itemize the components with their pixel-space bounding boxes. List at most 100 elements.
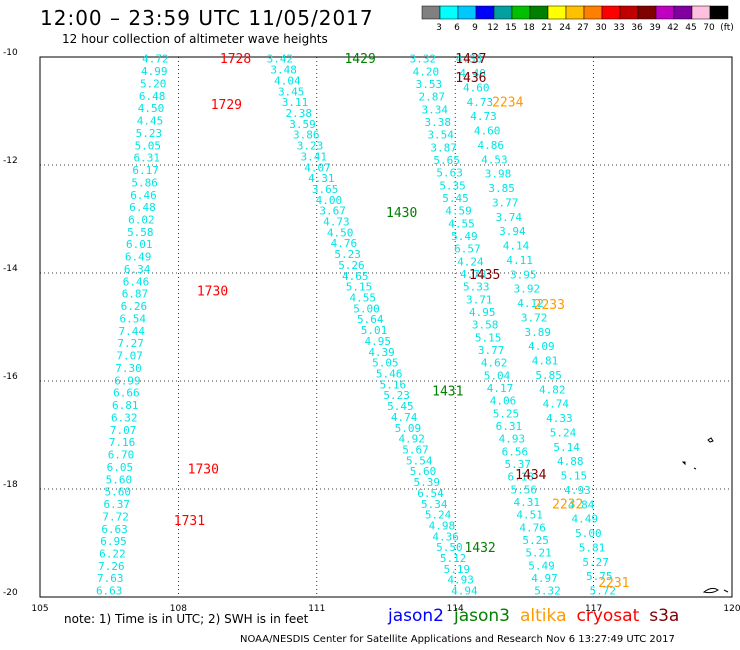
wave-height-value: 6.87 <box>122 288 149 301</box>
lat-tick-label: -12 <box>3 156 18 166</box>
wave-height-value: 3.87 <box>430 141 457 154</box>
wave-height-value: 5.19 <box>444 563 471 576</box>
wave-height-value: 3.53 <box>416 78 443 91</box>
wave-height-value: 4.93 <box>564 484 591 497</box>
colorbar-label: 36 <box>631 23 643 33</box>
wave-height-value: 6.22 <box>99 547 126 560</box>
wave-height-value: 6.49 <box>125 251 152 264</box>
wave-height-value: 4.76 <box>331 237 358 250</box>
wave-height-value: 5.26 <box>338 259 365 272</box>
wave-height-value: 5.25 <box>493 407 520 420</box>
wave-height-value: 6.18 <box>508 471 535 484</box>
wave-height-value: 4.99 <box>141 65 168 78</box>
wave-height-value: 4.97 <box>531 572 558 585</box>
wave-height-value: 4.12 <box>517 297 544 310</box>
pass-label-altika: 2231 <box>598 576 629 591</box>
pass-label-s3a: 1437 <box>455 52 486 67</box>
lon-tick-label: 117 <box>585 604 602 614</box>
wave-height-value: 5.24 <box>425 509 452 522</box>
colorbar-legend: 3 6 9 12 15 18 21 24 27 30 33 36 39 42 45 70 (ft) <box>421 5 734 33</box>
wave-height-value: 5.64 <box>357 313 384 326</box>
colorbar-label: 21 <box>541 23 552 33</box>
altimeter-track: 3.324.203.532.873.343.383.543.875.655.63… <box>410 53 561 598</box>
colorbar-swatch <box>511 5 531 20</box>
wave-height-value: 5.05 <box>135 139 162 152</box>
wave-height-value: 4.60 <box>474 125 501 138</box>
colorbar-label: 42 <box>667 23 678 33</box>
wave-height-value: 3.58 <box>472 319 499 332</box>
wave-height-value: 4.11 <box>506 254 533 267</box>
wave-height-value: 4.73 <box>323 216 350 229</box>
colorbar-label: 27 <box>577 23 588 33</box>
wave-height-value: 6.01 <box>126 238 153 251</box>
wave-height-value: 4.74 <box>391 411 418 424</box>
wave-height-value: 4.62 <box>481 357 508 370</box>
wave-height-value: 3.65 <box>312 183 339 196</box>
wave-height-value: 4.50 <box>138 102 165 115</box>
colorbar-swatch <box>655 5 675 20</box>
mission-cryosat: cryosat <box>576 606 640 626</box>
wave-height-value: 4.94 <box>451 585 478 598</box>
page-subtitle: 12 hour collection of altimeter wave hei… <box>62 32 328 46</box>
lon-tick-label: 114 <box>447 604 464 614</box>
wave-height-value: 6.54 <box>417 487 444 500</box>
wave-height-value: 4.98 <box>429 519 456 532</box>
wave-height-value: 5.12 <box>440 552 467 565</box>
wave-height-value: 5.45 <box>442 192 469 205</box>
lon-tick-label: 108 <box>170 604 187 614</box>
wave-height-value: 7.44 <box>118 325 145 338</box>
wave-height-value: 3.89 <box>524 326 551 339</box>
wave-height-value: 3.72 <box>521 311 548 324</box>
wave-height-value: 6.66 <box>113 387 140 400</box>
wave-height-value: 3.74 <box>496 211 523 224</box>
colorbar-label: 3 <box>436 23 442 33</box>
wave-height-value: 4.17 <box>487 382 514 395</box>
footnote: note: 1) Time is in UTC; 2) SWH is in fe… <box>64 612 309 626</box>
mission-jason2: jason2 <box>388 606 444 626</box>
mission-altika: altika <box>520 606 567 626</box>
altimeter-track: 4.384.404.604.734.734.604.864.533.983.85… <box>456 53 616 598</box>
wave-height-value: 6.48 <box>129 201 156 214</box>
wave-height-value: 5.72 <box>590 585 617 598</box>
wave-height-value: 3.98 <box>485 168 512 181</box>
wave-height-value: 4.81 <box>532 355 559 368</box>
colorbar-label: 18 <box>523 23 535 33</box>
colorbar-label: 15 <box>505 23 516 33</box>
wave-height-value: 5.56 <box>510 483 537 496</box>
wave-height-value: 4.73 <box>460 268 487 281</box>
colorbar-swatch <box>637 5 657 20</box>
pass-label-cryosat: 1731 <box>174 514 205 529</box>
colorbar-swatch <box>565 5 585 20</box>
wave-height-value: 3.41 <box>301 150 328 163</box>
colorbar-swatch <box>421 5 441 20</box>
wave-height-value: 4.49 <box>571 513 598 526</box>
wave-height-value: 5.14 <box>553 441 580 454</box>
wave-height-value: 4.45 <box>137 115 164 128</box>
wave-height-value: 4.53 <box>481 153 508 166</box>
colorbar-swatch <box>709 5 729 20</box>
altimeter-track: 3.423.484.043.453.112.383.593.863.233.41… <box>267 53 478 598</box>
wave-height-value: 6.37 <box>103 498 130 511</box>
wave-height-value: 5.15 <box>561 470 588 483</box>
lat-tick-label: -14 <box>3 264 18 274</box>
lat-tick-label: -16 <box>3 372 18 382</box>
wave-height-value: 6.26 <box>121 300 148 313</box>
wave-height-value: 4.55 <box>448 217 475 230</box>
wave-height-value: 6.70 <box>108 449 135 462</box>
wave-height-value: 6.95 <box>100 535 127 548</box>
wave-height-value: 3.48 <box>270 64 297 77</box>
colorbar-swatch <box>529 5 549 20</box>
wave-height-value: 4.20 <box>413 65 440 78</box>
colorbar-swatch <box>601 5 621 20</box>
wave-height-value: 4.95 <box>365 335 392 348</box>
wave-height-value: 7.30 <box>115 362 142 375</box>
colorbar-swatch <box>493 5 513 20</box>
mission-s3a: s3a <box>649 606 680 626</box>
island-outlines <box>681 437 729 594</box>
pass-label-cryosat: 1728 <box>220 52 251 67</box>
wave-height-value: 4.93 <box>499 433 526 446</box>
wave-height-value: 3.92 <box>514 283 541 296</box>
wave-height-value: 4.92 <box>398 433 425 446</box>
wave-height-value: 7.27 <box>117 337 144 350</box>
